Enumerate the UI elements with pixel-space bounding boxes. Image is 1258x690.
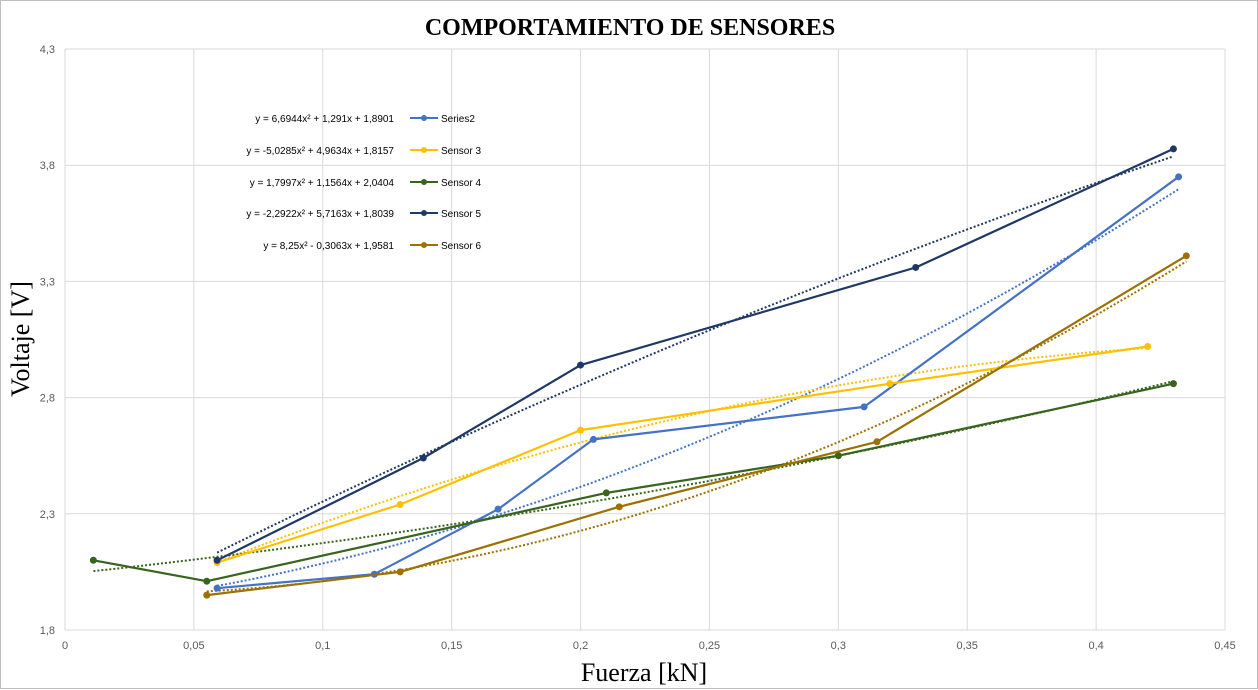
trend-equation: y = 8,25x² - 0,3063x + 1,9581 bbox=[263, 241, 394, 252]
grid bbox=[64, 48, 1226, 631]
x-tick-label: 0,3 bbox=[831, 640, 846, 652]
tick-labels: 0 0,05 0,1 0,15 0,2 0,25 0,3 0,35 0,4 0,45 1,8 2,3 2… bbox=[40, 44, 1236, 652]
trendline bbox=[216, 347, 1148, 564]
x-axis-title: Fuerza [kN] bbox=[581, 658, 707, 687]
legend-marker bbox=[421, 147, 427, 153]
trendline bbox=[216, 188, 1180, 587]
data-point bbox=[886, 380, 894, 388]
legend-label: Sensor 5 bbox=[441, 209, 481, 220]
trend-equation: y = 1,7997x² + 1,1564x + 2,0404 bbox=[250, 178, 395, 189]
series-lines bbox=[89, 145, 1190, 599]
data-point bbox=[577, 426, 585, 434]
legend-marker bbox=[421, 179, 427, 185]
chart-title: COMPORTAMIENTO DE SENSORES bbox=[425, 15, 835, 41]
trend-equation: y = -5,0285x² + 4,9634x + 1,8157 bbox=[246, 146, 394, 157]
x-tick-label: 0,05 bbox=[183, 640, 204, 652]
x-tick-label: 0,1 bbox=[315, 640, 330, 652]
data-point bbox=[1182, 252, 1190, 260]
series-line bbox=[217, 175, 1180, 590]
x-tick-label: 0 bbox=[62, 640, 68, 652]
legend-label: Sensor 6 bbox=[441, 241, 481, 252]
data-point bbox=[203, 591, 211, 599]
data-point bbox=[912, 263, 920, 271]
trendlines bbox=[93, 155, 1187, 593]
data-point bbox=[860, 403, 868, 411]
legend-label: Sensor 4 bbox=[441, 178, 481, 189]
legend-marker bbox=[421, 115, 427, 121]
x-tick-label: 0,45 bbox=[1214, 640, 1235, 652]
data-point bbox=[1169, 145, 1177, 153]
legend-label: Series2 bbox=[441, 114, 475, 125]
data-point bbox=[419, 454, 427, 462]
legend-label: Sensor 3 bbox=[441, 146, 481, 157]
data-point bbox=[615, 503, 623, 511]
data-point bbox=[834, 452, 842, 460]
y-tick-label: 3,3 bbox=[40, 276, 55, 288]
x-tick-label: 0,35 bbox=[957, 640, 978, 652]
data-point bbox=[577, 361, 585, 369]
y-tick-label: 2,3 bbox=[40, 509, 55, 521]
data-point bbox=[396, 568, 404, 576]
data-point bbox=[203, 577, 211, 585]
y-axis-title: Voltaje [V] bbox=[6, 281, 35, 397]
data-point bbox=[602, 489, 610, 497]
legend: y = 6,6944x² + 1,291x + 1,8901 Series2 y =… bbox=[246, 114, 481, 252]
series-line bbox=[216, 345, 1148, 564]
data-point bbox=[494, 505, 502, 513]
x-tick-label: 0,2 bbox=[573, 640, 588, 652]
legend-marker bbox=[421, 210, 427, 216]
series-line bbox=[206, 254, 1187, 597]
y-tick-label: 4,3 bbox=[40, 44, 55, 56]
data-point bbox=[213, 584, 221, 592]
trendline bbox=[216, 155, 1174, 554]
data-point bbox=[1144, 342, 1152, 350]
data-point bbox=[873, 438, 881, 446]
x-tick-label: 0,15 bbox=[441, 640, 462, 652]
data-point bbox=[213, 556, 221, 564]
data-point bbox=[396, 501, 404, 509]
y-tick-label: 3,8 bbox=[40, 160, 55, 172]
data-point bbox=[589, 435, 597, 443]
y-tick-label: 1,8 bbox=[40, 625, 55, 637]
x-tick-label: 0,25 bbox=[699, 640, 720, 652]
y-tick-label: 2,8 bbox=[40, 393, 55, 405]
data-point bbox=[1169, 380, 1177, 388]
legend-marker bbox=[421, 242, 427, 248]
trend-equation: y = -2,2922x² + 5,7163x + 1,8039 bbox=[246, 209, 394, 220]
data-point bbox=[89, 556, 97, 564]
data-point bbox=[1175, 173, 1183, 181]
trendline bbox=[93, 380, 1174, 573]
trend-equation: y = 6,6944x² + 1,291x + 1,8901 bbox=[255, 114, 394, 125]
x-tick-label: 0,4 bbox=[1088, 640, 1103, 652]
